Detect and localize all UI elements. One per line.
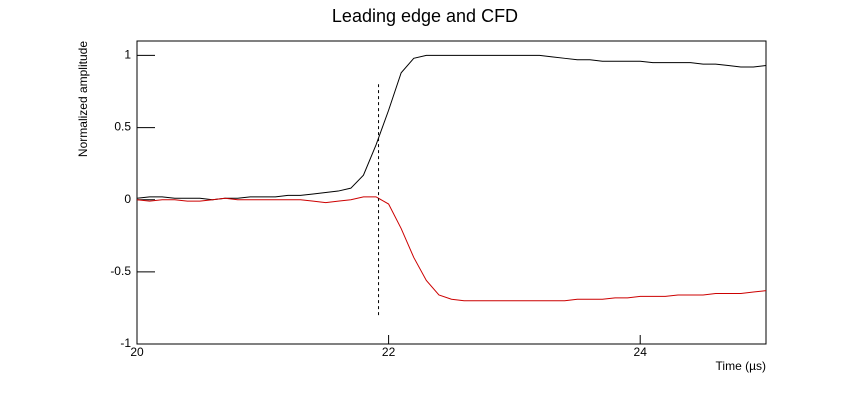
- x-tick-label: 20: [130, 345, 144, 359]
- y-tick-label: 1: [124, 48, 131, 62]
- y-tick-label: 0: [124, 192, 131, 206]
- series-line: [136, 54, 767, 201]
- y-tick-label: 0.5: [114, 120, 131, 134]
- plot-frame: [136, 40, 767, 345]
- x-axis-label: Time (µs): [716, 359, 766, 373]
- y-axis-label: Normalized amplitude: [76, 41, 90, 157]
- series-line: [136, 196, 767, 302]
- chart-title: Leading edge and CFD: [332, 6, 518, 26]
- x-tick-label: 22: [382, 345, 396, 359]
- y-tick-label: -0.5: [110, 264, 131, 278]
- x-tick-label: 24: [634, 345, 648, 359]
- y-tick-label: -1: [120, 336, 131, 350]
